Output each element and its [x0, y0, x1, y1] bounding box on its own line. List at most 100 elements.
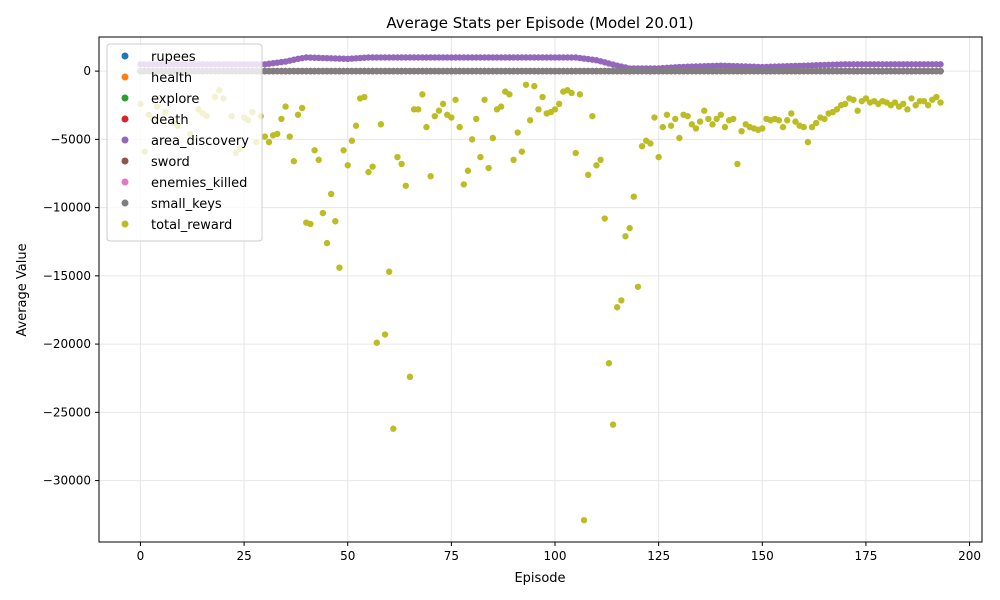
point-total-reward — [332, 218, 339, 225]
point-total-reward — [800, 123, 807, 131]
point-total-reward — [555, 100, 563, 108]
point-total-reward — [311, 147, 318, 154]
point-total-reward — [539, 93, 546, 101]
point-total-reward — [597, 156, 604, 164]
legend: rupees health explore death area_discoverysw… — [106, 43, 263, 242]
point-total-reward — [568, 89, 575, 97]
legend-entry: health — [151, 71, 192, 86]
point-total-reward — [783, 117, 791, 124]
point-total-reward — [676, 134, 683, 142]
y-tick-label: −15000 — [43, 269, 91, 283]
legend-entry: death — [151, 113, 189, 128]
point-total-reward — [717, 111, 725, 118]
point-total-reward — [618, 297, 625, 304]
point-area-discovery — [937, 61, 944, 68]
point-total-reward — [713, 115, 720, 123]
y-tick-label: −20000 — [43, 337, 91, 351]
point-total-reward — [278, 115, 285, 123]
legend-box — [106, 43, 263, 242]
point-total-reward — [282, 103, 289, 110]
point-total-reward — [804, 138, 812, 146]
point-total-reward — [518, 148, 526, 155]
point-total-reward — [589, 112, 596, 120]
point-total-reward — [497, 103, 505, 110]
point-total-reward — [415, 106, 422, 113]
point-total-reward — [406, 373, 414, 381]
x-tick-label: 0 — [137, 549, 145, 563]
point-total-reward — [435, 107, 443, 114]
point-total-reward — [344, 162, 351, 169]
point-total-reward — [912, 102, 919, 109]
point-total-reward — [365, 168, 372, 176]
point-total-reward — [431, 112, 438, 120]
point-total-reward — [390, 425, 397, 432]
point-total-reward — [584, 171, 592, 179]
point-total-reward — [651, 114, 658, 121]
legend-marker — [121, 94, 129, 102]
y-tick-label: −10000 — [43, 201, 91, 215]
point-total-reward — [419, 91, 426, 98]
point-total-reward — [340, 147, 347, 154]
point-total-reward — [439, 100, 447, 108]
x-tick-label: 175 — [854, 549, 877, 563]
point-total-reward — [663, 111, 671, 118]
point-total-reward — [601, 215, 608, 222]
point-total-reward — [274, 130, 281, 138]
legend-entry: sword — [151, 155, 190, 170]
point-total-reward — [485, 164, 492, 172]
point-total-reward — [792, 118, 799, 125]
x-tick-label: 150 — [751, 549, 774, 563]
legend-marker — [121, 52, 129, 60]
legend-marker — [121, 73, 129, 81]
y-axis-label: Average Value — [15, 243, 30, 336]
legend-entry: total_reward — [151, 218, 232, 233]
point-total-reward — [315, 156, 322, 164]
legend-marker — [121, 115, 129, 123]
chart-title: Average Stats per Episode (Model 20.01) — [386, 14, 693, 32]
point-total-reward — [402, 182, 409, 189]
point-total-reward — [659, 123, 666, 131]
point-total-reward — [688, 121, 696, 128]
point-total-reward — [535, 106, 542, 113]
point-total-reward — [709, 121, 716, 128]
point-total-reward — [489, 134, 497, 142]
point-total-reward — [531, 82, 538, 90]
point-total-reward — [481, 96, 488, 103]
point-total-reward — [937, 99, 944, 106]
point-total-reward — [721, 123, 729, 131]
x-tick-label: 25 — [236, 549, 251, 563]
point-total-reward — [423, 123, 430, 131]
point-total-reward — [779, 123, 787, 131]
point-total-reward — [336, 264, 343, 271]
point-total-reward — [862, 95, 870, 102]
point-total-reward — [759, 125, 766, 132]
point-total-reward — [672, 115, 679, 123]
point-total-reward — [551, 106, 559, 113]
point-total-reward — [477, 153, 484, 161]
y-tick-label: −30000 — [43, 474, 91, 488]
point-total-reward — [510, 156, 517, 164]
point-total-reward — [473, 115, 480, 123]
point-total-reward — [580, 516, 588, 524]
point-total-reward — [373, 339, 380, 346]
point-total-reward — [933, 93, 940, 101]
point-total-reward — [298, 104, 306, 112]
legend-entry: small_keys — [151, 197, 222, 212]
point-total-reward — [630, 193, 637, 200]
point-total-reward — [468, 136, 476, 143]
point-total-reward — [854, 107, 861, 114]
x-tick-label: 100 — [544, 549, 567, 563]
point-total-reward — [319, 209, 327, 217]
point-total-reward — [634, 283, 642, 290]
point-total-reward — [626, 224, 633, 232]
y-tick-label: −5000 — [50, 132, 91, 146]
point-total-reward — [307, 220, 314, 228]
point-total-reward — [622, 233, 629, 240]
legend-marker — [121, 199, 129, 207]
point-total-reward — [730, 115, 737, 123]
point-total-reward — [696, 118, 704, 125]
point-total-reward — [381, 331, 389, 338]
point-total-reward — [775, 117, 783, 124]
point-total-reward — [448, 114, 455, 121]
